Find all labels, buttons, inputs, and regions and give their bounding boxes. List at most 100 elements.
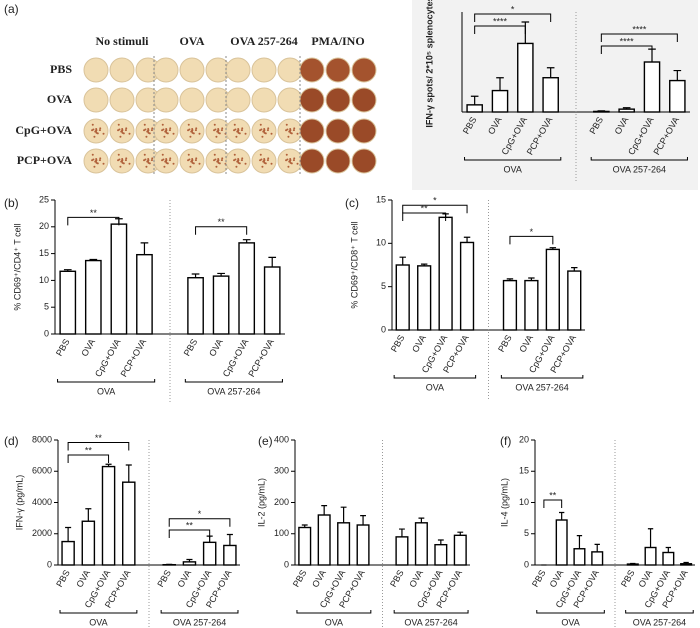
bar bbox=[545, 248, 560, 331]
bar bbox=[122, 481, 136, 566]
bar bbox=[644, 546, 657, 566]
column-header: OVA 257-264 bbox=[230, 34, 297, 48]
bar bbox=[643, 61, 661, 113]
x-tick-label: OVA bbox=[517, 333, 535, 354]
error-bar bbox=[89, 258, 98, 261]
significance-label: **** bbox=[632, 24, 647, 34]
spot bbox=[144, 158, 147, 161]
y-tick-label: 20 bbox=[39, 221, 49, 231]
spot bbox=[93, 135, 96, 138]
bar bbox=[417, 265, 432, 331]
significance-bracket bbox=[67, 442, 130, 451]
spot bbox=[169, 127, 172, 130]
bar bbox=[459, 241, 475, 331]
bar bbox=[356, 524, 370, 566]
spot bbox=[213, 153, 216, 156]
bar bbox=[61, 540, 75, 566]
spot bbox=[237, 159, 240, 162]
row-label: CpG+OVA bbox=[15, 123, 72, 137]
spot bbox=[217, 159, 220, 162]
error-bar bbox=[437, 539, 444, 545]
spot bbox=[161, 123, 164, 126]
y-tick-label: 400 bbox=[274, 434, 289, 444]
error-bar bbox=[191, 273, 200, 278]
spot bbox=[144, 128, 147, 131]
spot bbox=[260, 128, 263, 131]
spot bbox=[293, 127, 296, 130]
bar bbox=[555, 519, 568, 566]
spot bbox=[263, 161, 266, 164]
spot bbox=[163, 165, 166, 168]
panel-label: (f) bbox=[500, 434, 511, 448]
y-tick-label: 8000 bbox=[32, 434, 52, 444]
significance-bracket bbox=[474, 25, 526, 34]
significance-bracket bbox=[600, 45, 653, 54]
spot bbox=[187, 153, 190, 156]
well bbox=[325, 118, 351, 144]
significance-label: ** bbox=[218, 217, 226, 227]
error-bar bbox=[673, 69, 682, 81]
group-line bbox=[500, 375, 584, 379]
error-bar bbox=[217, 272, 225, 277]
bar bbox=[223, 544, 237, 566]
bar bbox=[591, 551, 604, 566]
panel-label: (d) bbox=[4, 434, 19, 448]
y-tick-label: 5 bbox=[381, 281, 386, 291]
significance-bracket bbox=[402, 212, 447, 221]
significance-label: ** bbox=[90, 208, 98, 218]
x-tick-label: PBS bbox=[530, 568, 548, 589]
well bbox=[251, 87, 277, 113]
spot bbox=[292, 129, 295, 132]
error-bar bbox=[549, 247, 557, 250]
error-bar bbox=[65, 526, 72, 542]
error-bar bbox=[125, 464, 132, 483]
well bbox=[277, 87, 303, 113]
significance-bracket bbox=[168, 518, 231, 527]
spot bbox=[240, 129, 243, 132]
significance-bracket bbox=[67, 216, 120, 226]
spot bbox=[234, 128, 237, 131]
spot bbox=[191, 159, 194, 162]
group-line bbox=[393, 375, 477, 379]
spot bbox=[191, 131, 194, 134]
spot bbox=[145, 135, 148, 138]
group-line bbox=[464, 157, 562, 161]
bar bbox=[81, 520, 96, 566]
significance-bracket bbox=[474, 13, 552, 22]
well bbox=[299, 57, 325, 83]
spot bbox=[91, 123, 94, 126]
column-header: No stimuli bbox=[95, 34, 149, 48]
spot bbox=[145, 165, 148, 168]
spot bbox=[263, 159, 266, 162]
bar bbox=[263, 266, 281, 335]
group-label: OVA 257-264 bbox=[404, 617, 457, 627]
error-bar bbox=[242, 239, 251, 243]
panel-label: (c) bbox=[345, 196, 359, 210]
spot bbox=[241, 127, 244, 130]
elispot-image bbox=[83, 56, 377, 176]
group-label: OVA bbox=[97, 386, 115, 396]
spot bbox=[194, 129, 197, 132]
error-bar bbox=[665, 546, 671, 553]
bar bbox=[438, 216, 453, 331]
error-bar bbox=[85, 508, 92, 522]
error-bar bbox=[340, 506, 347, 523]
bar bbox=[524, 279, 539, 331]
spot bbox=[147, 129, 150, 132]
spot bbox=[259, 153, 262, 156]
x-tick-label: OVA bbox=[310, 568, 328, 589]
spot bbox=[266, 159, 269, 162]
error-bar bbox=[571, 267, 578, 272]
bar bbox=[59, 270, 77, 335]
error-bar bbox=[576, 535, 583, 549]
spot bbox=[124, 159, 127, 162]
error-bar bbox=[528, 277, 535, 281]
spot bbox=[121, 161, 124, 164]
bar bbox=[212, 275, 230, 335]
spot bbox=[124, 129, 127, 132]
well bbox=[225, 57, 251, 83]
well bbox=[351, 118, 377, 144]
y-axis-label: IFN-γ (pg/mL) bbox=[14, 475, 24, 531]
spot bbox=[95, 131, 98, 134]
y-tick-label: 25 bbox=[39, 194, 49, 204]
